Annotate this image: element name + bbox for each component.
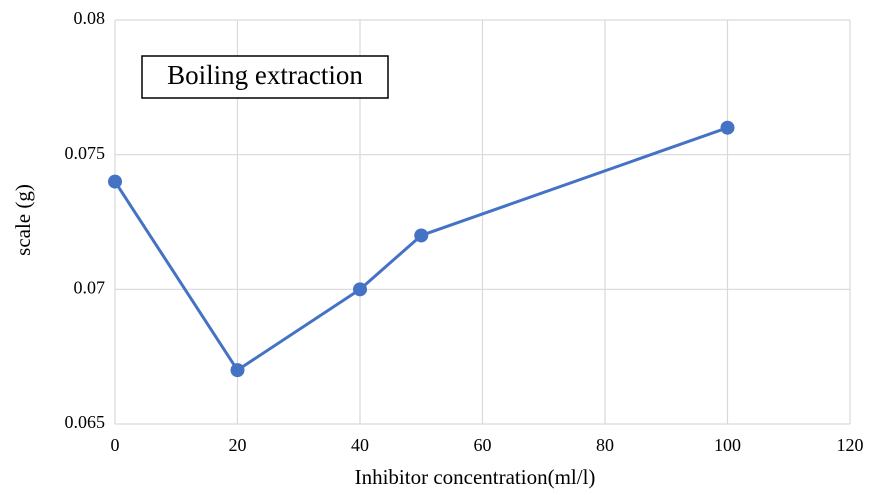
x-tick-label: 20 (229, 435, 247, 455)
x-tick-label: 60 (474, 435, 492, 455)
data-point (353, 282, 367, 297)
y-tick-labels: 0.065 0.07 0.075 0.08 (65, 8, 106, 432)
x-tick-label: 80 (596, 435, 614, 455)
x-tick-label: 120 (837, 435, 864, 455)
annotation-text: Boiling extraction (167, 60, 363, 90)
x-tick-label: 0 (111, 435, 120, 455)
y-axis-label: scale (g) (11, 184, 35, 256)
series-group (108, 120, 735, 378)
y-tick-label: 0.07 (74, 277, 106, 297)
x-tick-labels: 0 20 40 60 80 100 120 (111, 435, 864, 455)
x-axis-label: Inhibitor concentration(ml/l) (355, 465, 596, 489)
data-point (108, 174, 122, 189)
data-point (230, 363, 245, 378)
y-tick-label: 0.065 (65, 412, 106, 432)
series-line (113, 126, 728, 372)
data-point (720, 120, 735, 135)
data-point (414, 228, 429, 243)
y-tick-label: 0.08 (74, 8, 106, 28)
annotation-box: Boiling extraction (141, 55, 389, 99)
x-tick-label: 40 (351, 435, 369, 455)
x-tick-label: 100 (714, 435, 741, 455)
y-tick-label: 0.075 (65, 143, 106, 163)
